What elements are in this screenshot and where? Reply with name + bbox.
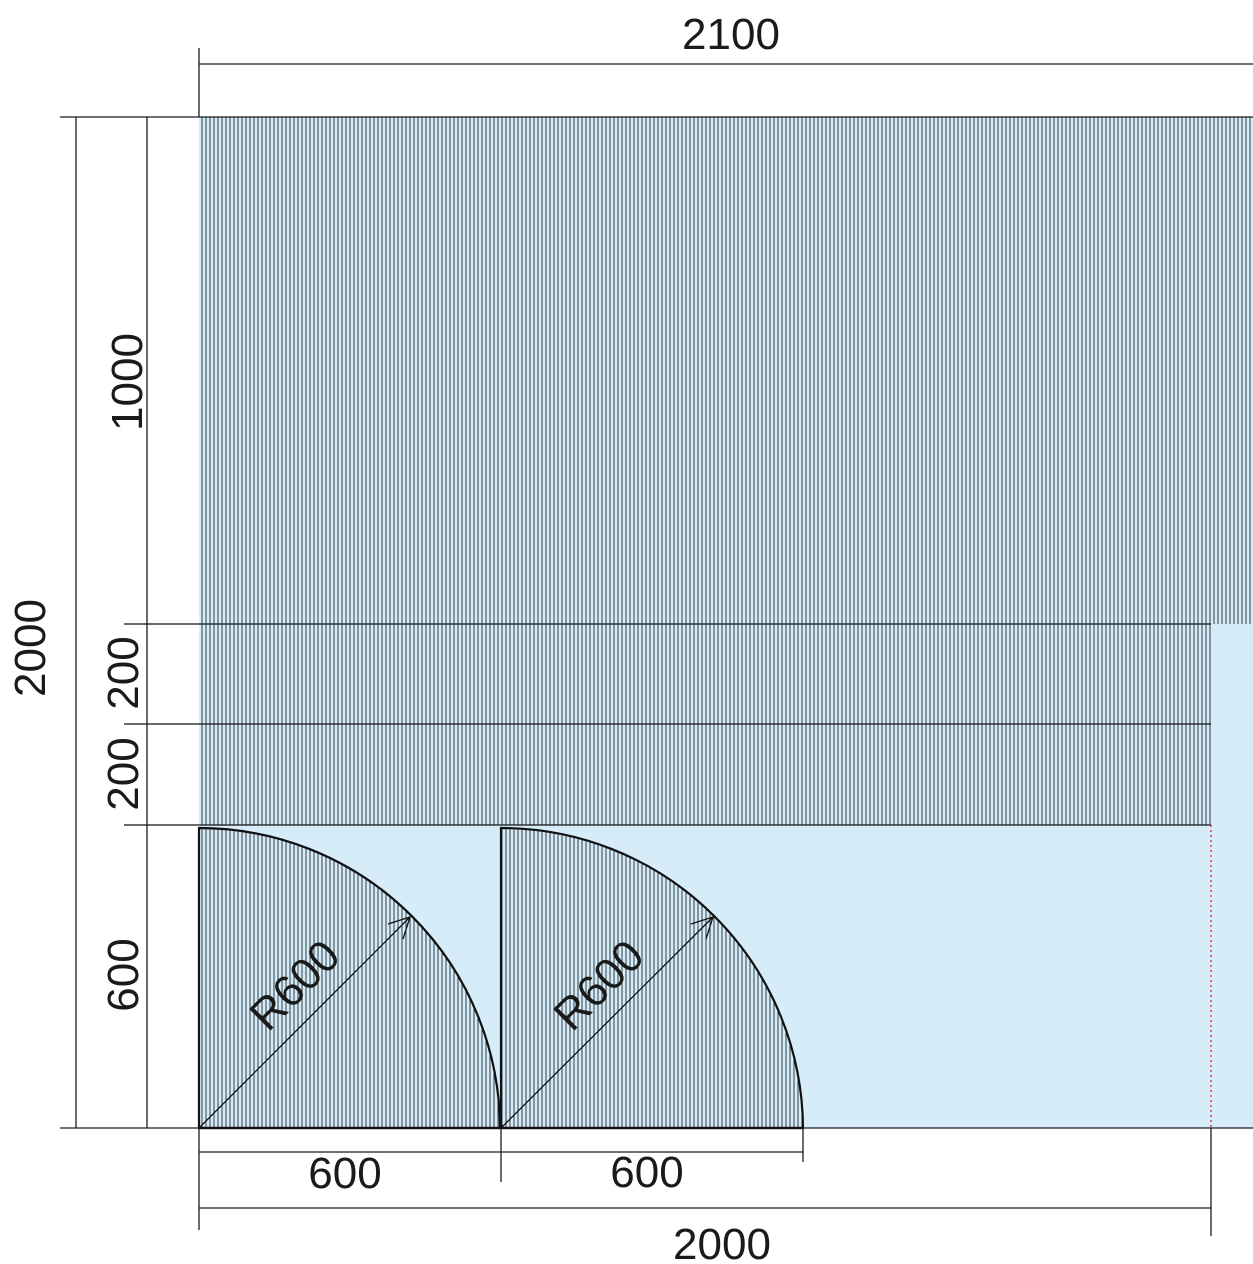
bottom-width-2-label: 600 [610, 1148, 683, 1197]
radius-arrow-1 [198, 915, 412, 1129]
top-dimension [60, 48, 1253, 118]
bottom-piece-dimension [198, 1128, 804, 1230]
left-strip-2-height-label: 200 [99, 737, 148, 810]
bottom-total-dimension [199, 1128, 1212, 1236]
left-upper-height-label: 1000 [103, 333, 152, 431]
radius-arrow-2 [500, 915, 715, 1129]
strip-1-hatched [199, 624, 1211, 724]
left-strip-1-height-label: 200 [99, 636, 148, 709]
left-total-height-label: 2000 [6, 599, 55, 697]
left-lower-height-label: 600 [99, 938, 148, 1011]
upper-hatched-block [199, 117, 1253, 624]
top-width-label: 2100 [682, 10, 780, 59]
strip-2-hatched [199, 724, 1211, 825]
bottom-total-width-label: 2000 [673, 1220, 771, 1264]
bottom-width-1-label: 600 [308, 1149, 381, 1198]
